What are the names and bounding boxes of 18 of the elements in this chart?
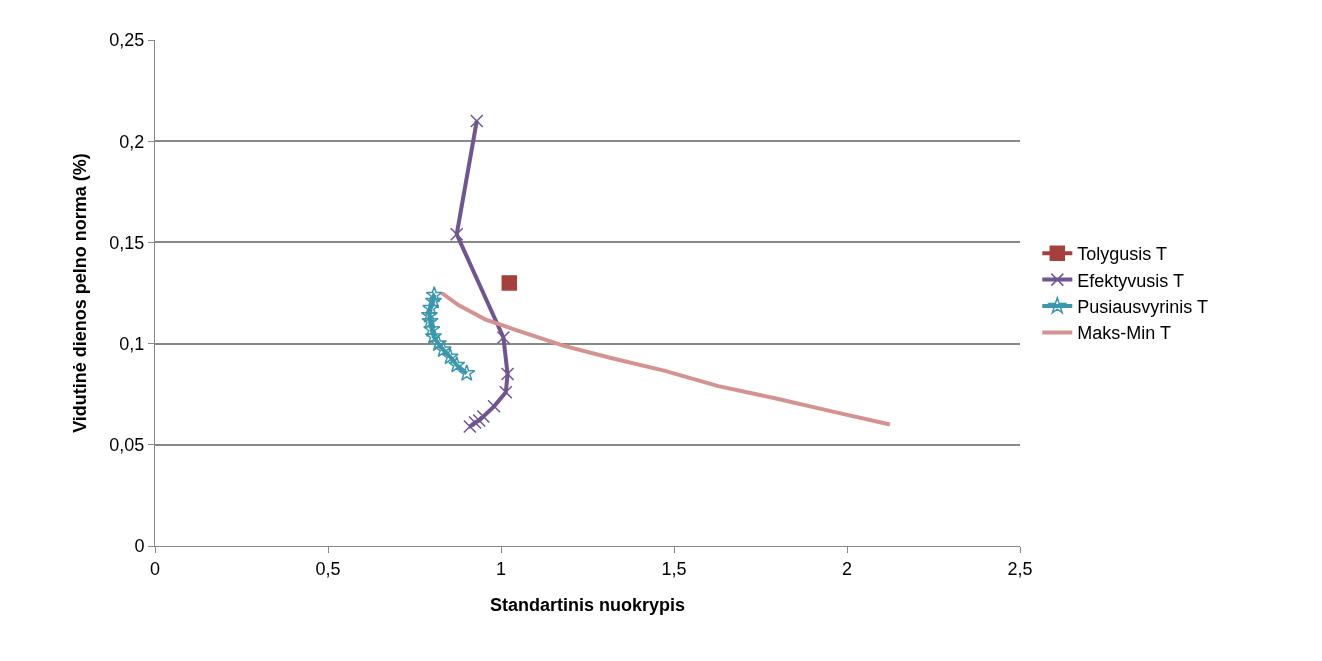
y-axis-title: Vidutinė dienos pelno norma (%) xyxy=(69,153,90,433)
y-tick-label: 0,15 xyxy=(109,232,145,253)
y-tick-label: 0,2 xyxy=(119,131,145,152)
y-tick-label: 0 xyxy=(134,536,145,557)
y-tick-label: 0,05 xyxy=(109,435,145,456)
x-tick-label: 0 xyxy=(149,558,161,579)
legend-label: Tolygusis T xyxy=(1077,244,1168,265)
x-tick-label: 1,5 xyxy=(661,558,687,579)
x-axis-title: Standartinis nuokrypis xyxy=(489,594,686,615)
x-tick-label: 0,5 xyxy=(315,558,341,579)
x-tick-label: 2 xyxy=(841,558,853,579)
y-tick-label: 0,1 xyxy=(119,333,145,354)
x-tick-label: 1 xyxy=(495,558,507,579)
legend-label: Efektyvusis T xyxy=(1077,270,1184,291)
y-tick-label: 0,25 xyxy=(109,30,145,51)
legend-label: Pusiausvyrinis T xyxy=(1077,297,1209,318)
x-tick-label: 2,5 xyxy=(1007,558,1033,579)
legend-label: Maks-Min T xyxy=(1077,323,1171,344)
